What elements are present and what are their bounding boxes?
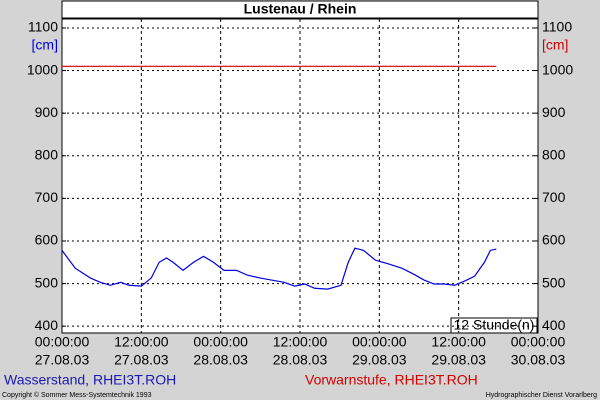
y-tick-label: 1000 [27, 61, 58, 77]
x-tick-label: 12:00:00 [273, 334, 328, 350]
annotation: 12 Stunde(n) [454, 317, 535, 333]
title-box [61, 0, 539, 19]
chart-title: Lustenau / Rhein [244, 1, 357, 17]
x-tick-label: 00:00:00 [193, 334, 248, 350]
x-tick-label: 28.08.03 [193, 352, 248, 368]
y-tick-label: 500 [35, 274, 59, 290]
y2-tick-label: 700 [542, 189, 566, 205]
x-tick-label: 27.08.03 [114, 352, 169, 368]
y2-tick-label: 800 [542, 146, 566, 162]
y-tick-label: 700 [35, 189, 59, 205]
y2-axis-label: [cm] [542, 37, 568, 53]
y-tick-label: 400 [35, 317, 59, 333]
footer-left: Copyright © Sommer Mess-Systemtechnik 19… [2, 391, 152, 399]
y-tick-label: 600 [35, 232, 59, 248]
x-tick-label: 28.08.03 [273, 352, 328, 368]
x-tick-label: 00:00:00 [511, 334, 566, 350]
y-tick-label: 900 [35, 104, 59, 120]
x-tick-label: 29.08.03 [352, 352, 407, 368]
footer-right: Hydrographischer Dienst Vorarlberg [486, 392, 597, 399]
x-tick-label: 30.08.03 [511, 352, 566, 368]
y2-tick-label: 500 [542, 274, 566, 290]
x-tick-label: 12:00:00 [114, 334, 169, 350]
annotation-box [450, 317, 538, 334]
y2-tick-label: 400 [542, 317, 566, 333]
y2-tick-label: 900 [542, 104, 566, 120]
y-tick-label: 1100 [28, 19, 58, 35]
data-line [61, 247, 497, 290]
x-tick-label: 29.08.03 [431, 352, 486, 368]
y2-tick-label: 600 [542, 232, 566, 248]
y2-tick-label: 1000 [542, 61, 573, 77]
y-axis-label: [cm] [32, 37, 58, 53]
y2-tick-label: 1100 [542, 19, 572, 35]
x-tick-label: 12:00:00 [431, 334, 486, 350]
x-tick-label: 00:00:00 [352, 334, 407, 350]
legend-entry: Vorwarnstufe, RHEI3T.ROH [305, 372, 478, 388]
x-tick-label: 00:00:00 [35, 334, 90, 350]
legend-entry: Wasserstand, RHEI3T.ROH [4, 372, 176, 388]
x-tick-label: 27.08.03 [35, 352, 90, 368]
y-tick-label: 800 [35, 146, 59, 162]
